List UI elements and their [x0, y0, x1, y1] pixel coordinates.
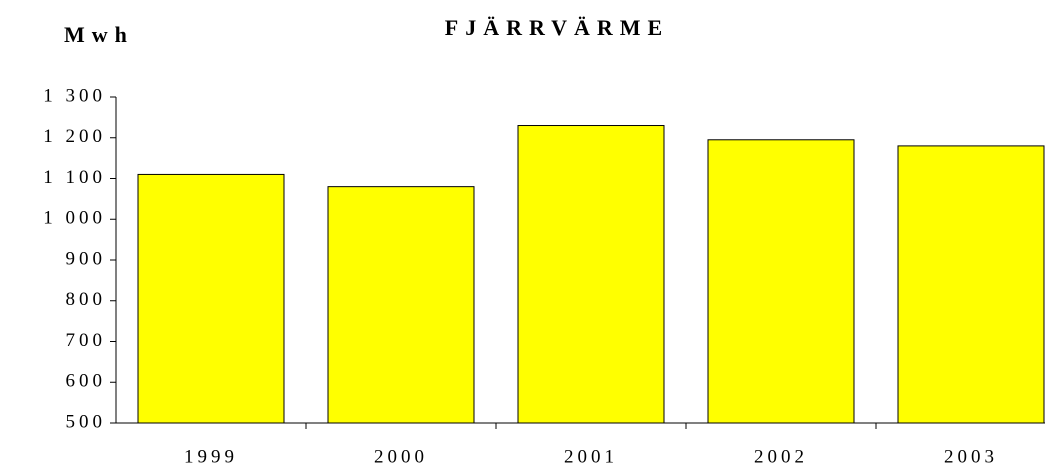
- y-tick-label: 800: [66, 289, 107, 310]
- chart-title: FJÄRRVÄRME: [445, 15, 669, 40]
- x-tick-label: 2001: [564, 446, 618, 467]
- x-tick-label: 2002: [754, 446, 808, 467]
- x-tick-label: 2000: [374, 446, 428, 467]
- y-axis-label: Mwh: [64, 22, 134, 47]
- y-tick-label: 900: [66, 248, 107, 269]
- y-tick-label: 700: [66, 330, 107, 351]
- x-tick-label: 2003: [944, 446, 998, 467]
- bar: [137, 173, 285, 424]
- y-tick-label: 1 100: [43, 167, 106, 188]
- bar: [707, 139, 855, 424]
- x-tick-label: 1999: [184, 446, 238, 467]
- bar: [517, 125, 665, 424]
- y-tick-label: 1 000: [43, 208, 106, 229]
- y-tick-label: 1 300: [43, 85, 106, 106]
- bar: [327, 186, 475, 424]
- y-tick-label: 500: [66, 411, 107, 432]
- bar: [897, 145, 1045, 424]
- y-tick-label: 1 200: [43, 126, 106, 147]
- y-tick-label: 600: [66, 371, 107, 392]
